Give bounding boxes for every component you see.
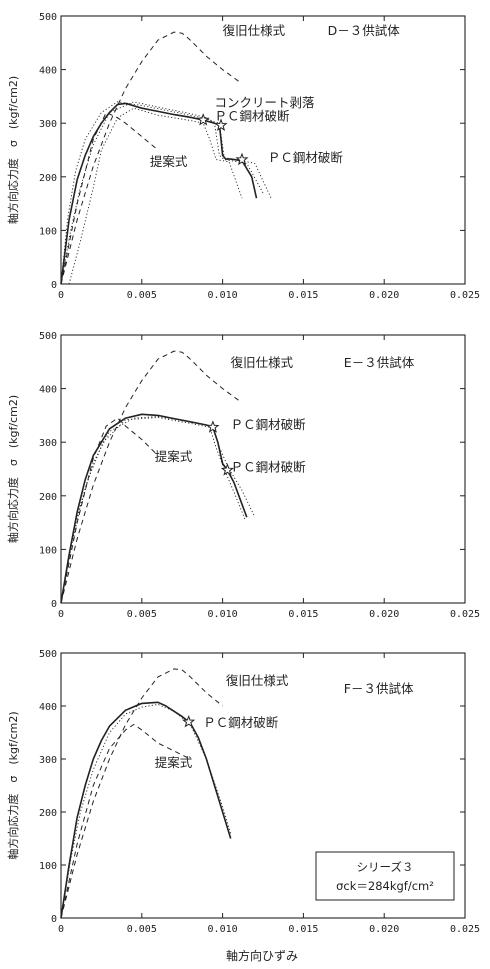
annotation: 提案式 [155, 449, 193, 464]
x-tick-label: 0.015 [288, 924, 318, 935]
y-axis-label: 軸方向応力度 σ (kgf/cm2) [6, 711, 20, 859]
annotation: コンクリート剥落 [215, 95, 316, 110]
series-info-box [315, 851, 455, 901]
x-tick-label: 0.020 [369, 290, 399, 301]
x-tick-label: 0.020 [369, 609, 399, 620]
x-tick-label: 0.010 [208, 290, 238, 301]
panel-d3: 0 0.005 0.010 0.015 0.020 0.025 0 100 200 300 400 5… [6, 12, 480, 301]
y-tick-label: 0 [51, 914, 57, 925]
y-tick-label: 0 [51, 280, 57, 291]
series-experimental-mean [60, 413, 248, 604]
series-experimental-gauge [60, 417, 246, 604]
x-tick-label: 0 [58, 290, 64, 301]
series-proposed-formula [60, 417, 159, 604]
pc-rupture-marker [182, 714, 196, 728]
y-tick-label: 0 [51, 599, 57, 610]
y-tick-label: 400 [39, 385, 57, 396]
x-tick-label: 0.025 [450, 290, 480, 301]
annotation: F－３供試体 [344, 681, 414, 696]
y-tick-label: 400 [39, 66, 57, 77]
series-experimental-gauge [60, 416, 256, 604]
pc-rupture-marker [214, 118, 228, 131]
x-tick-label: 0.010 [208, 609, 238, 620]
annotation: 提案式 [150, 154, 188, 169]
series-experimental-gauge [68, 107, 243, 285]
series-experimental-mean [60, 701, 232, 919]
annotation: ＰＣ鋼材破断 [231, 417, 306, 432]
plot-frame [60, 652, 466, 919]
series-proposed-formula [60, 724, 191, 919]
y-tick-label: 200 [39, 808, 57, 819]
annotation: ＰＣ鋼材破断 [203, 715, 278, 730]
y-tick-label: 200 [39, 173, 57, 184]
annotation: 復旧仕様式 [231, 355, 294, 370]
series-restoration-spec [60, 350, 240, 604]
series-proposed-formula [60, 112, 159, 285]
x-axis-label: 軸方向ひずみ [226, 948, 298, 963]
y-tick-label: 300 [39, 119, 57, 130]
x-tick-label: 0.010 [208, 924, 238, 935]
series-experimental-gauge [60, 703, 232, 919]
y-tick-label: 100 [39, 545, 57, 556]
y-tick-label: 100 [39, 861, 57, 872]
panel-f3: 0 0.005 0.010 0.015 0.020 0.025 0 100 200 300 400 5… [6, 649, 480, 935]
x-tick-label: 0 [58, 609, 64, 620]
series-restoration-spec [60, 668, 223, 919]
x-tick-label: 0 [58, 924, 64, 935]
annotation: 提案式 [155, 755, 193, 770]
series-experimental-mean [60, 102, 258, 285]
y-tick-label: 300 [39, 755, 57, 766]
annotation: ＰＣ鋼材破断 [215, 109, 290, 124]
x-tick-label: 0.005 [127, 609, 157, 620]
x-tick-label: 0.015 [288, 609, 318, 620]
pc-rupture-marker [235, 152, 249, 166]
y-tick-label: 500 [39, 649, 57, 660]
series-experimental-gauge [60, 101, 272, 285]
y-axis-label: 軸方向応力度 σ (kgf/cm2) [6, 395, 20, 543]
x-tick-label: 0.025 [450, 924, 480, 935]
y-tick-label: 500 [39, 331, 57, 342]
x-tick-label: 0.005 [127, 924, 157, 935]
x-tick-label: 0.025 [450, 609, 480, 620]
plot-frame [60, 334, 466, 604]
annotation: D－３供試体 [328, 23, 401, 38]
x-tick-label: 0.015 [288, 290, 318, 301]
x-tick-label: 0.005 [127, 290, 157, 301]
annotation: ＰＣ鋼材破断 [231, 460, 306, 475]
annotation: ＰＣ鋼材破断 [268, 150, 343, 165]
panel-e3: 0 0.005 0.010 0.015 0.020 0.025 0 100 200 300 400 5… [6, 331, 480, 620]
annotation: 復旧仕様式 [226, 673, 289, 688]
series-info-line1: シリーズ３ [357, 860, 414, 874]
y-tick-label: 500 [39, 12, 57, 23]
annotation: E－３供試体 [344, 355, 415, 370]
annotation: 復旧仕様式 [223, 23, 286, 38]
series-info-line2: σck＝284kgf/cm² [336, 879, 434, 893]
x-tick-label: 0.020 [369, 924, 399, 935]
series-restoration-spec [60, 31, 240, 285]
y-tick-label: 100 [39, 226, 57, 237]
plot-frame [60, 15, 466, 285]
y-tick-label: 200 [39, 492, 57, 503]
y-tick-label: 300 [39, 438, 57, 449]
pc-rupture-marker [220, 463, 235, 476]
y-axis-label: 軸方向応力度 σ (kgf/cm2) [6, 76, 20, 224]
y-tick-label: 400 [39, 702, 57, 713]
pc-rupture-marker [206, 420, 220, 433]
series-experimental-gauge [60, 101, 264, 285]
pc-rupture-marker [196, 113, 210, 126]
